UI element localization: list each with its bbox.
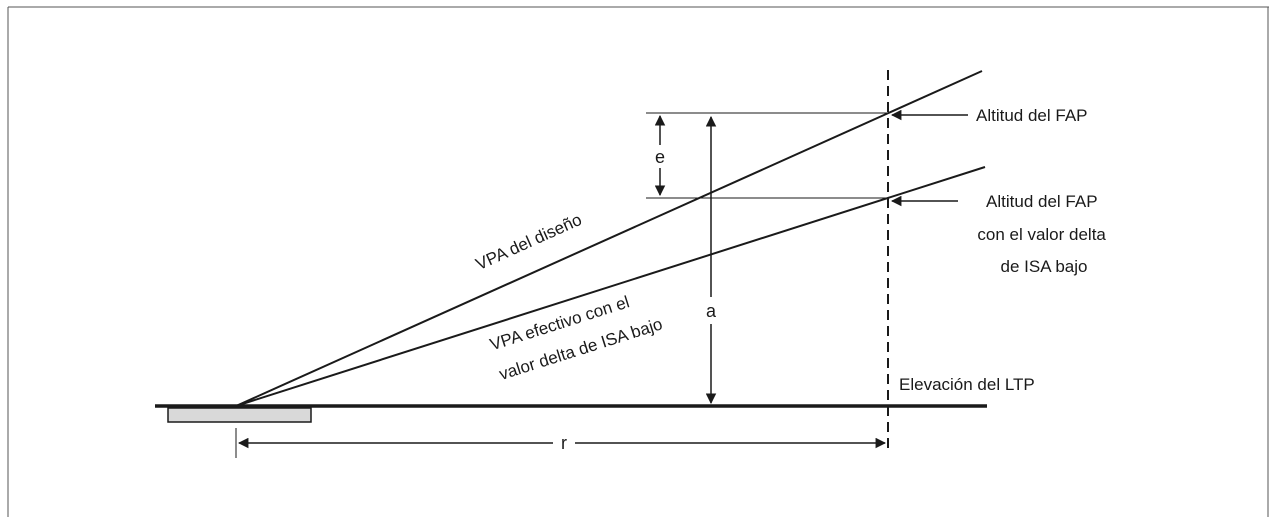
effective-vpa-label: VPA efectivo con el valor delta de ISA b… — [488, 285, 665, 384]
dim-e-label: e — [655, 147, 665, 167]
design-vpa-line — [235, 70, 983, 407]
fap-low-isa-line-2: con el valor delta — [977, 225, 1106, 244]
dim-r-label: r — [561, 433, 567, 453]
fap-altitude-label: Altitud del FAP — [976, 106, 1088, 125]
effective-vpa-line — [235, 166, 986, 407]
design-vpa-label: VPA del diseño — [473, 210, 585, 274]
runway — [167, 407, 312, 423]
dim-a-label: a — [706, 301, 717, 321]
fap-low-isa-line-3: de ISA bajo — [1001, 257, 1088, 276]
ltp-elevation-label: Elevación del LTP — [899, 375, 1035, 394]
fap-low-isa-label: Altitud del FAP con el valor delta de IS… — [977, 192, 1110, 276]
fap-low-isa-line-1: Altitud del FAP — [986, 192, 1097, 211]
